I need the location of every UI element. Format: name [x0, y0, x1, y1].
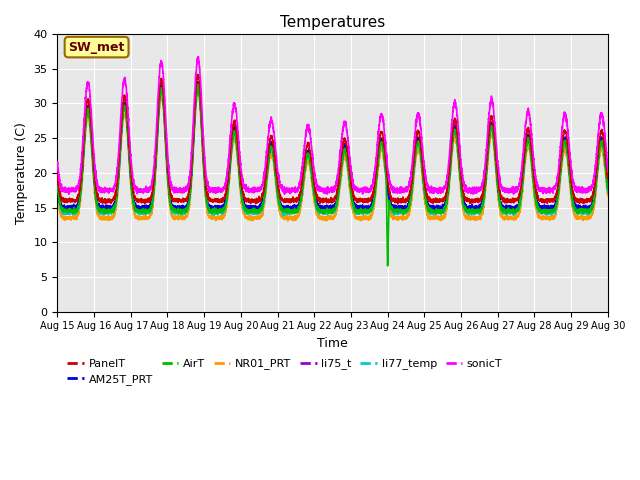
- Y-axis label: Temperature (C): Temperature (C): [15, 122, 28, 224]
- Title: Temperatures: Temperatures: [280, 15, 385, 30]
- Legend: PanelT, AM25T_PRT, AirT, NR01_PRT, li75_t, li77_temp, sonicT: PanelT, AM25T_PRT, AirT, NR01_PRT, li75_…: [63, 354, 507, 389]
- X-axis label: Time: Time: [317, 337, 348, 350]
- Text: SW_met: SW_met: [68, 41, 125, 54]
